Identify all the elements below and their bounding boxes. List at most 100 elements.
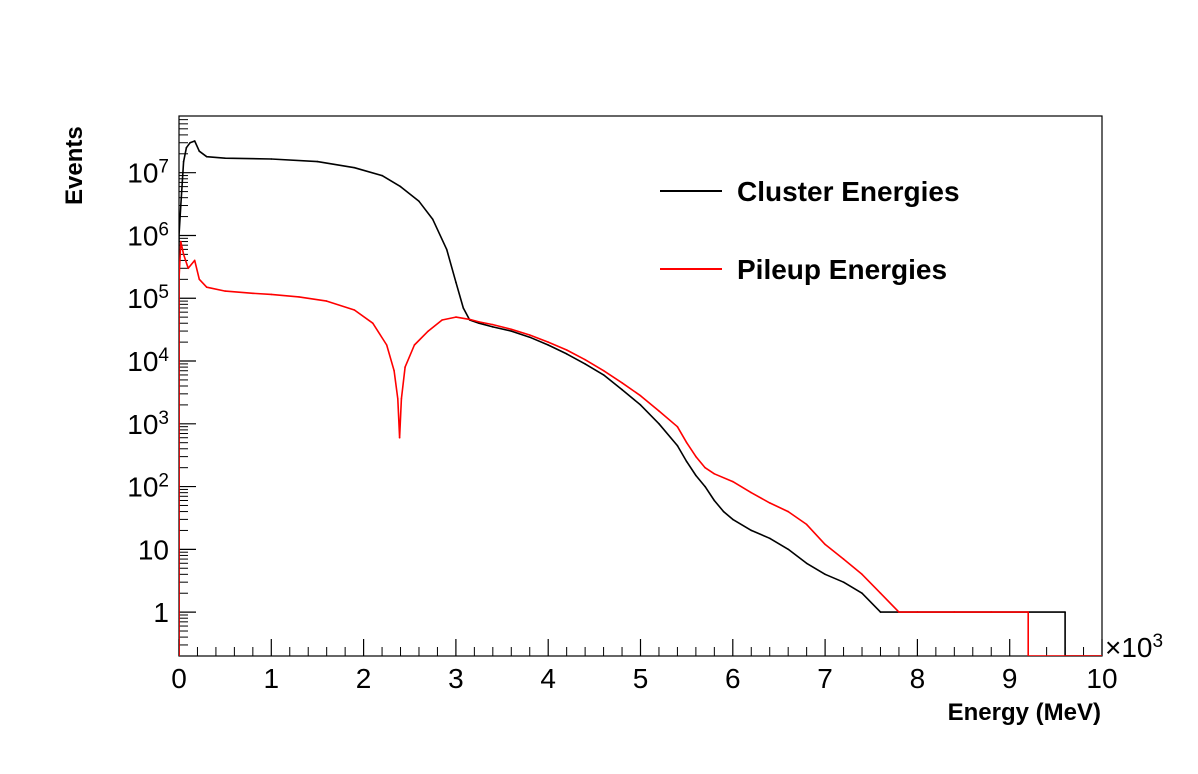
series-point [805,523,808,526]
series-line-cluster-energies [179,140,1102,656]
series-point [468,318,471,321]
series-point [528,334,531,336]
x-tick-label: 2 [356,663,372,694]
y-tick-exponent: 6 [158,219,169,240]
series-point [492,326,494,328]
series-point [584,358,586,361]
series-point [187,267,189,270]
series-point [639,404,642,406]
series-point [427,330,430,332]
series-point [372,322,374,325]
x-tick-label: 5 [633,663,649,694]
y-tick-label: 104 [127,345,169,377]
y-tick-label: 1 [153,597,169,628]
series-point [547,344,549,346]
series-point [842,558,845,560]
legend-label-pileup: Pileup Energies [737,254,947,285]
series-point [198,278,201,281]
series-point [842,581,845,583]
x-tick-label: 1 [264,663,280,694]
series-point [621,388,623,391]
series-point [1027,611,1029,613]
y-tick-base: 10 [127,220,158,251]
series-point [325,300,328,302]
x-tick-label: 3 [448,663,464,694]
series-point [713,473,716,475]
series-point [602,374,605,376]
series-point [676,425,679,428]
series-point [658,423,660,425]
y-tick-base: 1 [153,597,169,628]
y-tick-exponent: 3 [158,408,169,429]
series-point [510,330,513,332]
series-point [602,369,605,372]
y-tick-exponent: 4 [158,345,169,366]
y-tick-label: 106 [127,219,169,251]
x-tick-label: 4 [540,663,556,694]
series-point [879,611,882,613]
series-point [768,537,771,540]
series-point [224,157,226,159]
series-point [916,611,919,613]
series-point [732,518,734,521]
series-point [462,307,465,309]
y-tick-base: 10 [127,283,158,314]
series-point [270,293,273,296]
series-layer [179,140,1102,656]
series-point [676,444,679,447]
series-point [445,248,448,251]
series-point [270,158,273,160]
series-point [189,141,191,144]
x-multiplier-label: ×103 [1105,631,1163,663]
x-tick-label: 10 [1086,663,1117,694]
series-point [565,353,568,355]
series-point [695,455,697,458]
y-tick-base: 10 [127,158,158,189]
series-point [861,592,863,594]
series-point [252,292,254,295]
series-point [685,441,688,444]
series-point [528,336,531,339]
series-point [953,611,956,613]
series-point [185,146,188,149]
series-point [750,491,753,494]
series-point [584,363,586,365]
series-point [398,436,401,439]
series-point [441,319,443,321]
series-point [824,573,826,576]
series-point [205,155,208,158]
x-axis-title: Energy (MeV) [948,699,1101,726]
series-point [510,328,513,331]
series-point [455,281,457,284]
y-tick-base: 10 [127,409,158,440]
y-tick-base: 10 [127,346,158,377]
y-axis-title: Events [61,126,88,205]
series-point [768,502,771,504]
series-point [399,185,402,188]
series-point [179,234,180,237]
series-point [182,253,185,256]
series-point [898,611,900,613]
series-point [353,309,356,311]
x-tick-label: 9 [1002,663,1018,694]
series-point [205,286,208,289]
legend-label-cluster: Cluster Energies [737,176,960,207]
series-point [413,344,416,346]
series-point [193,140,196,142]
series-point [381,174,383,177]
series-point [787,548,789,551]
series-point [224,290,226,292]
y-tick-base: 10 [138,534,169,565]
series-point [193,259,196,262]
series-point [385,344,388,346]
series-point [547,341,549,343]
y-tick-exponent: 2 [158,471,169,492]
series-point [732,480,734,483]
plot-frame [178,115,1103,657]
series-point [879,592,882,594]
series-point [685,460,688,463]
x-tick-label: 0 [171,663,187,694]
series-point [180,240,182,243]
series-point [704,485,706,488]
legend: Cluster Energies Pileup Energies [660,176,960,285]
